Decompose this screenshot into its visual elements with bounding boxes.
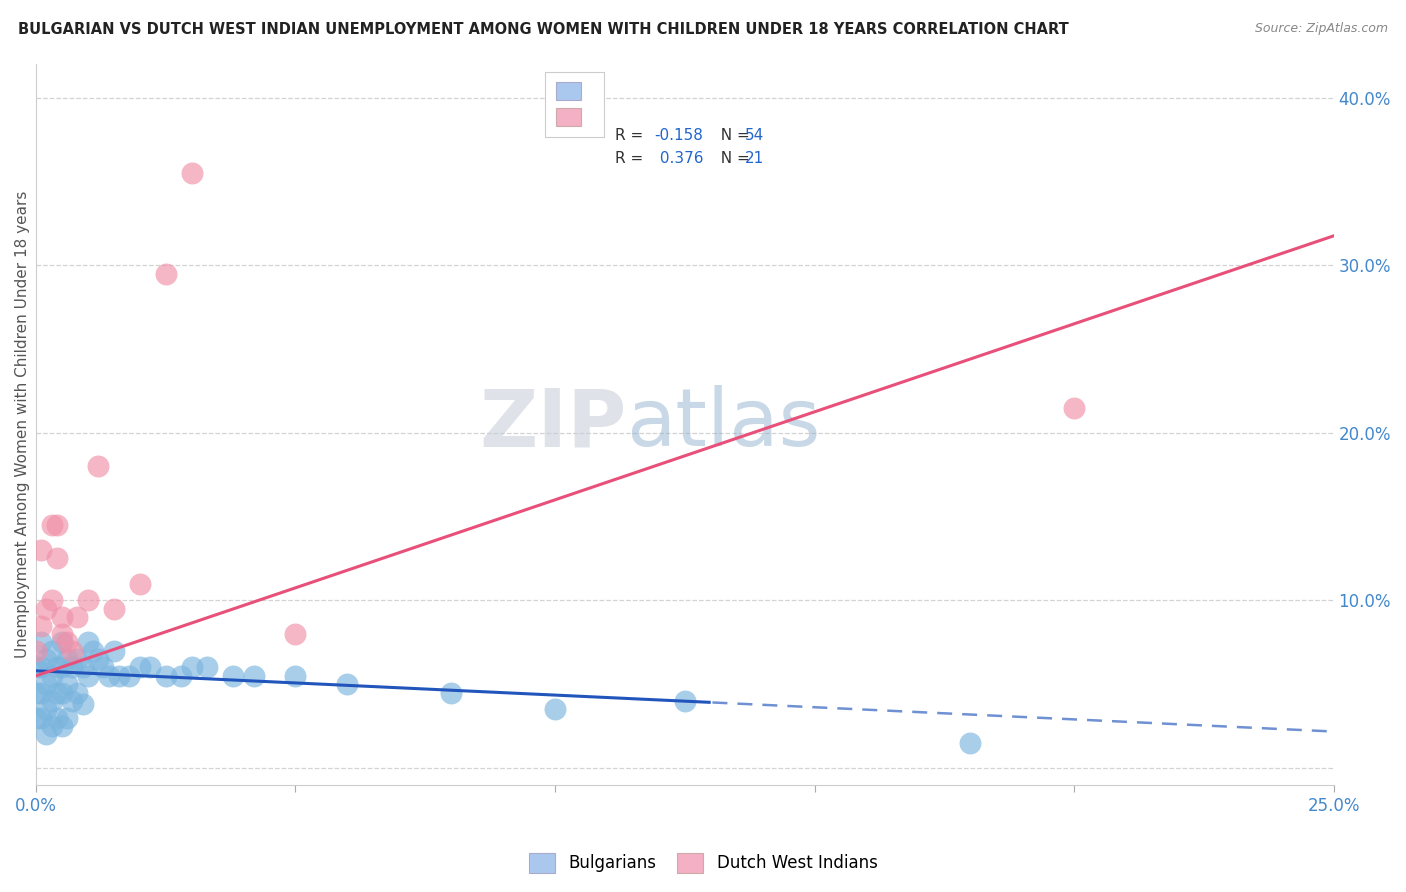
Point <box>66 652 89 666</box>
Point <box>25 711 48 725</box>
Point <box>25 643 48 657</box>
Point <box>30 685 52 699</box>
Point <box>60 643 83 657</box>
Point <box>51 627 73 641</box>
Point <box>544 702 567 716</box>
Point <box>56 635 79 649</box>
Point <box>673 694 696 708</box>
Point <box>35 727 58 741</box>
Point <box>139 660 162 674</box>
Point <box>41 518 63 533</box>
Point <box>87 652 110 666</box>
Point <box>45 551 67 566</box>
Point <box>170 669 193 683</box>
Point <box>41 593 63 607</box>
Legend: , : , <box>546 71 603 136</box>
Text: 21: 21 <box>745 152 763 167</box>
Point <box>195 660 218 674</box>
Point <box>103 601 125 615</box>
Point <box>97 669 120 683</box>
Point <box>51 719 73 733</box>
Point <box>45 518 67 533</box>
Point <box>51 685 73 699</box>
Point <box>284 669 307 683</box>
Text: -0.158: -0.158 <box>655 128 703 143</box>
Point <box>25 660 48 674</box>
Point <box>1063 401 1085 415</box>
Point <box>41 643 63 657</box>
Point <box>41 719 63 733</box>
Legend: Bulgarians, Dutch West Indians: Bulgarians, Dutch West Indians <box>522 847 884 880</box>
Point <box>108 669 131 683</box>
Point <box>56 652 79 666</box>
Text: N =: N = <box>711 128 755 143</box>
Point <box>66 610 89 624</box>
Point <box>30 635 52 649</box>
Point <box>51 660 73 674</box>
Point <box>243 669 266 683</box>
Point <box>41 694 63 708</box>
Point <box>155 267 177 281</box>
Point <box>25 685 48 699</box>
Point <box>56 677 79 691</box>
Point <box>93 660 115 674</box>
Text: R =: R = <box>616 152 648 167</box>
Point <box>45 685 67 699</box>
Point <box>30 618 52 632</box>
Point <box>35 677 58 691</box>
Text: ZIP: ZIP <box>479 385 627 464</box>
Y-axis label: Unemployment Among Women with Children Under 18 years: Unemployment Among Women with Children U… <box>15 191 31 658</box>
Point <box>35 601 58 615</box>
Point <box>60 660 83 674</box>
Point <box>30 543 52 558</box>
Point <box>41 669 63 683</box>
Point <box>76 593 98 607</box>
Point <box>45 711 67 725</box>
Point <box>180 166 202 180</box>
Text: 54: 54 <box>745 128 763 143</box>
Point <box>35 702 58 716</box>
Point <box>103 643 125 657</box>
Text: Source: ZipAtlas.com: Source: ZipAtlas.com <box>1254 22 1388 36</box>
Point <box>155 669 177 683</box>
Point <box>82 643 104 657</box>
Point <box>72 698 94 712</box>
Point <box>76 669 98 683</box>
Point <box>128 660 150 674</box>
Text: 0.376: 0.376 <box>655 152 703 167</box>
Point <box>72 660 94 674</box>
Point <box>56 711 79 725</box>
Text: BULGARIAN VS DUTCH WEST INDIAN UNEMPLOYMENT AMONG WOMEN WITH CHILDREN UNDER 18 Y: BULGARIAN VS DUTCH WEST INDIAN UNEMPLOYM… <box>18 22 1069 37</box>
Point <box>45 660 67 674</box>
Point <box>76 635 98 649</box>
Point <box>118 669 141 683</box>
Text: R =: R = <box>616 128 648 143</box>
Text: atlas: atlas <box>627 385 821 464</box>
Point <box>222 669 245 683</box>
Point <box>30 711 52 725</box>
Text: N =: N = <box>711 152 755 167</box>
Point <box>336 677 359 691</box>
Point <box>180 660 202 674</box>
Point <box>128 576 150 591</box>
Point <box>60 694 83 708</box>
Point <box>35 652 58 666</box>
Point <box>440 685 463 699</box>
Point <box>51 610 73 624</box>
Point <box>87 459 110 474</box>
Point <box>959 736 981 750</box>
Point <box>284 627 307 641</box>
Point <box>66 685 89 699</box>
Point <box>30 660 52 674</box>
Point <box>51 635 73 649</box>
